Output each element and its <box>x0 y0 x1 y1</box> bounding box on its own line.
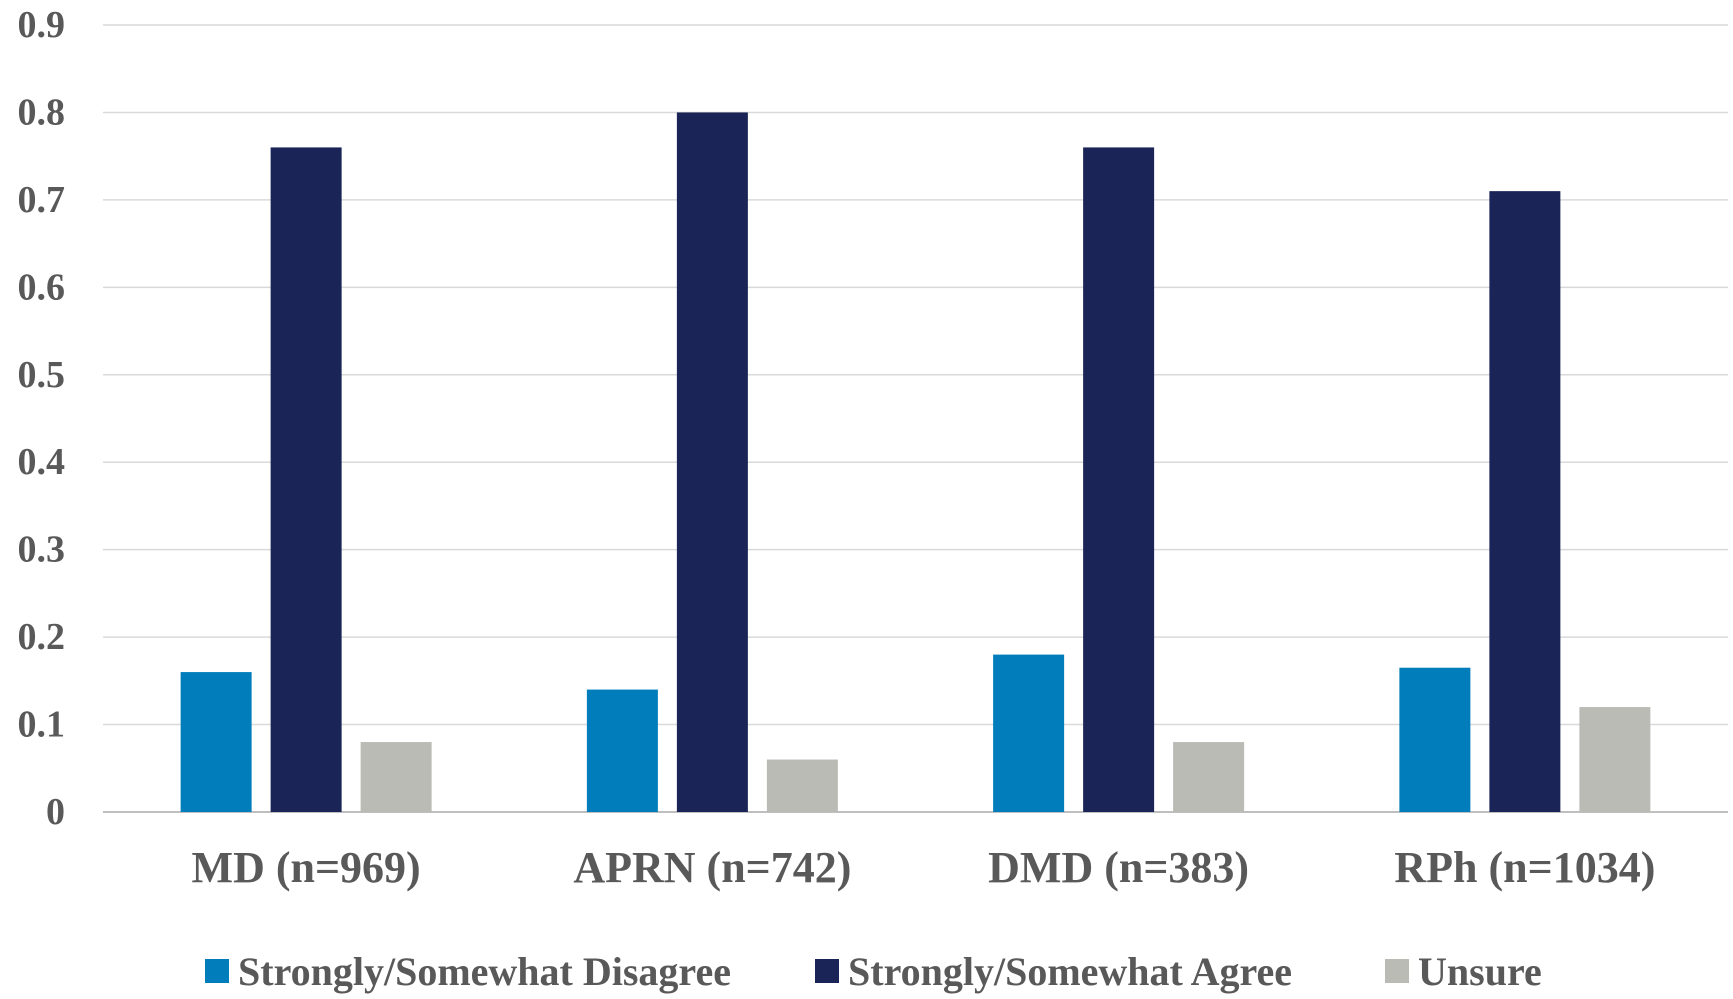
legend-item-strongly-somewhat-disagree: Strongly/Somewhat Disagree <box>205 949 731 994</box>
bar-strongly-somewhat-disagree-1 <box>586 689 658 812</box>
bars <box>180 112 1651 813</box>
y-tick-label: 0.6 <box>18 266 66 308</box>
bar-strongly-somewhat-agree-2 <box>1083 147 1155 812</box>
y-tick-label: 0.2 <box>18 616 66 658</box>
x-category-label: RPh (n=1034) <box>1394 843 1655 892</box>
y-tick-label: 0.5 <box>18 354 66 396</box>
bar-unsure-0 <box>360 742 432 812</box>
bar-unsure-3 <box>1579 707 1651 812</box>
gridlines <box>103 24 1728 813</box>
bar-unsure-1 <box>766 759 838 812</box>
legend-label: Unsure <box>1418 949 1542 994</box>
y-tick-label: 0.3 <box>18 529 66 571</box>
legend-label: Strongly/Somewhat Disagree <box>238 949 731 994</box>
y-tick-label: 0.4 <box>18 441 66 483</box>
y-axis-ticks: 0 0.1 0.2 0.3 0.4 0.5 0.6 0.7 0.8 0.9 <box>18 4 66 833</box>
y-tick-label: 0.1 <box>18 704 66 746</box>
bar-strongly-somewhat-agree-0 <box>270 147 342 812</box>
bar-strongly-somewhat-agree-3 <box>1489 191 1561 813</box>
x-category-label: MD (n=969) <box>192 843 421 892</box>
y-tick-label: 0.7 <box>18 179 66 221</box>
x-category-label: DMD (n=383) <box>988 843 1249 892</box>
bar-unsure-2 <box>1173 742 1245 812</box>
y-tick-label: 0.8 <box>18 91 66 133</box>
bar-strongly-somewhat-disagree-0 <box>180 672 252 812</box>
bar-strongly-somewhat-agree-1 <box>676 112 748 812</box>
legend-swatch <box>1385 959 1409 983</box>
legend-label: Strongly/Somewhat Agree <box>848 949 1292 994</box>
legend: Strongly/Somewhat Disagree Strongly/Somew… <box>205 949 1542 994</box>
legend-item-unsure: Unsure <box>1385 949 1542 994</box>
x-axis-labels: MD (n=969) APRN (n=742) DMD (n=383) RPh (n=… <box>192 843 1656 892</box>
bar-strongly-somewhat-disagree-2 <box>993 654 1065 812</box>
legend-item-strongly-somewhat-agree: Strongly/Somewhat Agree <box>815 949 1292 994</box>
bar-strongly-somewhat-disagree-3 <box>1399 667 1471 812</box>
y-tick-label: 0.9 <box>18 4 66 46</box>
y-tick-label: 0 <box>46 791 65 833</box>
legend-swatch <box>205 959 229 983</box>
x-category-label: APRN (n=742) <box>573 843 851 892</box>
legend-swatch <box>815 959 839 983</box>
